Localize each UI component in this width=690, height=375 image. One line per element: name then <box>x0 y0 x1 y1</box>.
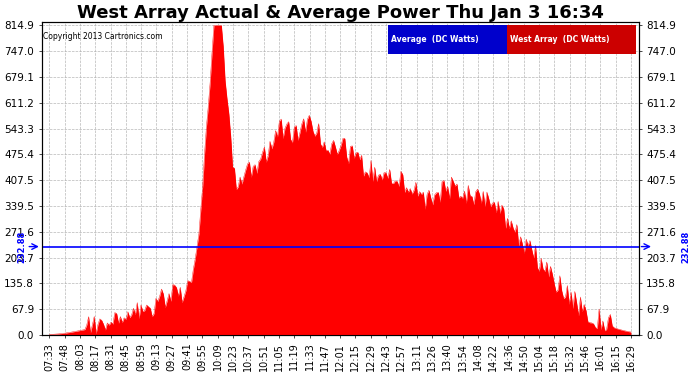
Text: Average  (DC Watts): Average (DC Watts) <box>391 35 478 44</box>
Text: Copyright 2013 Cartronics.com: Copyright 2013 Cartronics.com <box>43 32 162 41</box>
FancyBboxPatch shape <box>388 26 507 54</box>
Text: 232.88: 232.88 <box>682 231 690 263</box>
Text: West Array  (DC Watts): West Array (DC Watts) <box>510 35 610 44</box>
Text: 232.88: 232.88 <box>17 231 26 263</box>
FancyBboxPatch shape <box>507 26 635 54</box>
Title: West Array Actual & Average Power Thu Jan 3 16:34: West Array Actual & Average Power Thu Ja… <box>77 4 604 22</box>
